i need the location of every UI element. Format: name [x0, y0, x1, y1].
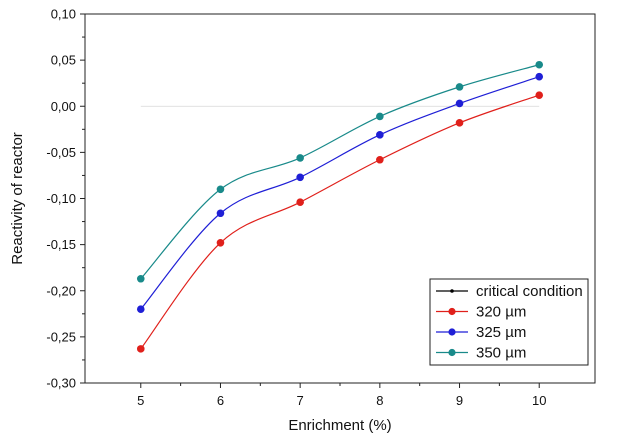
x-axis-ticks: 5 6 7 8 9 10 — [137, 383, 546, 408]
y-tick-label: 0,05 — [51, 53, 76, 68]
legend-item: critical condition — [436, 283, 583, 300]
x-tick-label: 10 — [532, 393, 546, 408]
data-point — [136, 305, 145, 314]
y-tick-label: -0,20 — [46, 283, 76, 298]
y-tick-label: -0,15 — [46, 237, 76, 252]
series-lines — [140, 64, 540, 350]
y-tick-label: -0,25 — [46, 329, 76, 344]
legend-marker — [448, 348, 456, 357]
series-line — [140, 76, 540, 310]
data-point — [136, 274, 145, 283]
y-tick-label: 0,00 — [51, 99, 76, 114]
data-point — [455, 119, 464, 127]
legend-marker — [448, 328, 456, 336]
y-axis-title: Reactivity of reactor — [9, 132, 26, 265]
legend-box — [429, 278, 589, 366]
data-point — [376, 155, 384, 164]
data-point — [296, 154, 304, 162]
series-line — [140, 64, 540, 280]
data-point — [296, 198, 304, 206]
x-tick-label: 5 — [137, 393, 144, 408]
legend-item: 320 µm — [436, 304, 526, 321]
legend-label: 350 µm — [476, 345, 526, 362]
x-axis-title: Enrichment (%) — [288, 417, 391, 434]
y-tick-label: -0,05 — [46, 145, 76, 160]
legend-label: critical condition — [476, 283, 583, 300]
series-line — [140, 94, 540, 350]
y-tick-label: -0,30 — [46, 376, 76, 391]
data-point — [535, 60, 544, 69]
legend: critical condition 320 µm 325 µm 350 µm — [429, 278, 589, 366]
y-tick-label: 0,10 — [51, 7, 76, 22]
data-point — [216, 238, 225, 247]
data-point — [455, 83, 464, 91]
x-tick-label: 6 — [217, 393, 224, 408]
legend-marker — [448, 307, 456, 316]
data-point — [455, 99, 464, 108]
legend-label: 325 µm — [476, 324, 526, 341]
legend-items: critical condition 320 µm 325 µm 350 µm — [436, 283, 583, 362]
data-point — [535, 72, 544, 81]
x-tick-label: 7 — [297, 393, 304, 408]
legend-item: 350 µm — [436, 345, 526, 362]
x-tick-label: 9 — [456, 393, 463, 408]
series-points — [136, 60, 544, 353]
legend-marker — [450, 289, 454, 293]
data-point — [535, 91, 544, 99]
data-point — [136, 345, 145, 353]
x-tick-label: 8 — [376, 393, 383, 408]
data-point — [376, 131, 384, 139]
data-point — [296, 173, 304, 182]
y-axis-ticks: 0,10 0,05 0,00 -0,05 -0,10 -0,15 -0,20 -0,25 -0,… — [46, 7, 85, 391]
data-point — [216, 185, 225, 194]
y-tick-label: -0,10 — [46, 191, 76, 206]
legend-label: 320 µm — [476, 304, 526, 321]
data-point — [216, 209, 225, 218]
legend-item: 325 µm — [436, 324, 526, 341]
data-point — [376, 112, 384, 121]
